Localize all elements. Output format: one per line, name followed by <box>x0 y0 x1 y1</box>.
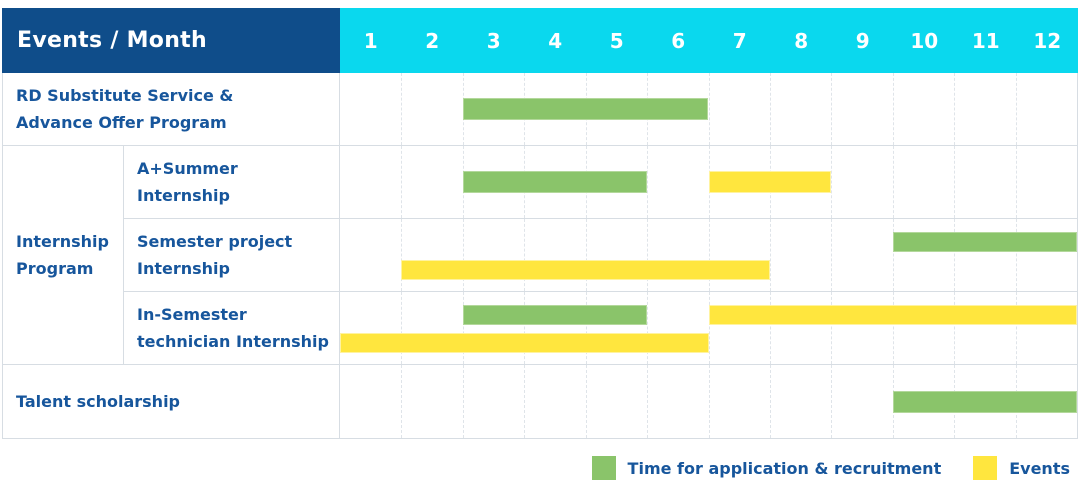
bar-yellow <box>708 171 832 193</box>
month-gridline <box>524 219 526 291</box>
month-header-3: 3 <box>486 28 501 53</box>
month-gridline <box>708 219 710 291</box>
month-gridline <box>1015 146 1017 218</box>
month-gridline <box>462 365 464 438</box>
bar-green <box>892 390 1077 413</box>
timeline <box>340 146 1077 218</box>
yellow-swatch <box>973 456 998 480</box>
month-gridline <box>769 365 771 438</box>
month-gridline <box>647 292 649 364</box>
month-header-10: 10 <box>910 28 939 53</box>
month-gridline <box>954 146 956 218</box>
month-gridline <box>954 219 956 291</box>
month-header-12: 12 <box>1033 28 1062 53</box>
legend-item-green: Time for application & recruitment <box>591 456 942 480</box>
month-header-8: 8 <box>794 28 809 53</box>
month-gridline <box>462 219 464 291</box>
month-header-7: 7 <box>732 28 747 53</box>
group-sub-rows: A+Summer Internship Semester project Inte… <box>124 146 1077 364</box>
sub-row-label: A+Summer Internship <box>124 146 340 218</box>
timeline <box>340 73 1077 145</box>
schedule-table: Events / Month 1 2 3 4 5 6 7 8 9 10 11 12 RD Substi… <box>2 8 1078 439</box>
bar-green <box>462 171 648 193</box>
month-header-5: 5 <box>609 28 624 53</box>
month-gridline <box>647 146 649 218</box>
timeline <box>340 219 1077 291</box>
month-gridline <box>401 365 403 438</box>
month-gridline <box>892 219 894 291</box>
sub-row-label: In-Semester technician Internship <box>124 292 340 364</box>
month-gridline <box>892 73 894 145</box>
month-gridline <box>462 292 464 364</box>
legend-label: Time for application & recruitment <box>627 458 942 478</box>
month-gridline <box>831 292 833 364</box>
bar-yellow <box>401 260 770 280</box>
month-header-4: 4 <box>548 28 563 53</box>
row-label: Internship Program <box>3 146 124 364</box>
month-gridline <box>954 292 956 364</box>
month-header-6: 6 <box>671 28 686 53</box>
month-gridline <box>585 219 587 291</box>
month-gridline <box>647 365 649 438</box>
month-gridline <box>708 292 710 364</box>
month-gridline <box>524 292 526 364</box>
row-label: RD Substitute Service & Advance Offer Pr… <box>3 73 340 145</box>
month-header-9: 9 <box>855 28 870 53</box>
month-gridline <box>708 365 710 438</box>
month-gridline <box>831 365 833 438</box>
bar-green <box>892 232 1077 252</box>
table-header-row: Events / Month 1 2 3 4 5 6 7 8 9 10 11 12 <box>2 8 1078 73</box>
table-row: Talent scholarship <box>3 365 1077 438</box>
bar-green <box>462 98 709 120</box>
header-title: Events / Month <box>2 8 340 73</box>
month-gridline <box>831 146 833 218</box>
month-gridline <box>831 219 833 291</box>
month-gridline <box>769 73 771 145</box>
month-gridline <box>401 73 403 145</box>
month-gridline <box>1015 73 1017 145</box>
timeline <box>340 365 1077 438</box>
month-gridline <box>769 219 771 291</box>
month-header-2: 2 <box>425 28 440 53</box>
table-row-group: Internship Program A+Summer Internship Sem… <box>3 146 1077 365</box>
month-gridline <box>831 73 833 145</box>
month-gridline <box>585 292 587 364</box>
month-gridline <box>769 292 771 364</box>
month-header-strip: 1 2 3 4 5 6 7 8 9 10 11 12 <box>340 8 1078 73</box>
month-gridline <box>585 365 587 438</box>
month-gridline <box>954 73 956 145</box>
month-gridline <box>401 292 403 364</box>
month-gridline <box>1015 219 1017 291</box>
bar-green <box>462 305 648 325</box>
gantt-schedule-page: Events / Month 1 2 3 4 5 6 7 8 9 10 11 12 RD Substi… <box>2 8 1078 480</box>
timeline <box>340 292 1077 364</box>
bar-yellow <box>340 333 709 353</box>
sub-row-label: Semester project Internship <box>124 219 340 291</box>
month-gridline <box>524 365 526 438</box>
month-gridline <box>401 219 403 291</box>
month-header-11: 11 <box>971 28 1000 53</box>
table-body: RD Substitute Service & Advance Offer Pr… <box>2 73 1078 439</box>
month-gridline <box>1015 292 1017 364</box>
month-gridline <box>892 146 894 218</box>
legend-item-yellow: Events <box>973 456 1070 480</box>
legend-label: Events <box>1009 458 1070 478</box>
table-row: RD Substitute Service & Advance Offer Pr… <box>3 73 1077 146</box>
table-sub-row: Semester project Internship <box>124 219 1077 292</box>
table-sub-row: In-Semester technician Internship <box>124 292 1077 364</box>
month-header-1: 1 <box>363 28 378 53</box>
bar-yellow <box>708 305 1077 325</box>
month-gridline <box>401 146 403 218</box>
legend: Time for application & recruitment Events <box>2 456 1070 480</box>
month-gridline <box>708 73 710 145</box>
green-swatch <box>591 456 616 480</box>
table-sub-row: A+Summer Internship <box>124 146 1077 219</box>
month-gridline <box>647 219 649 291</box>
row-label: Talent scholarship <box>3 365 340 438</box>
month-gridline <box>892 292 894 364</box>
